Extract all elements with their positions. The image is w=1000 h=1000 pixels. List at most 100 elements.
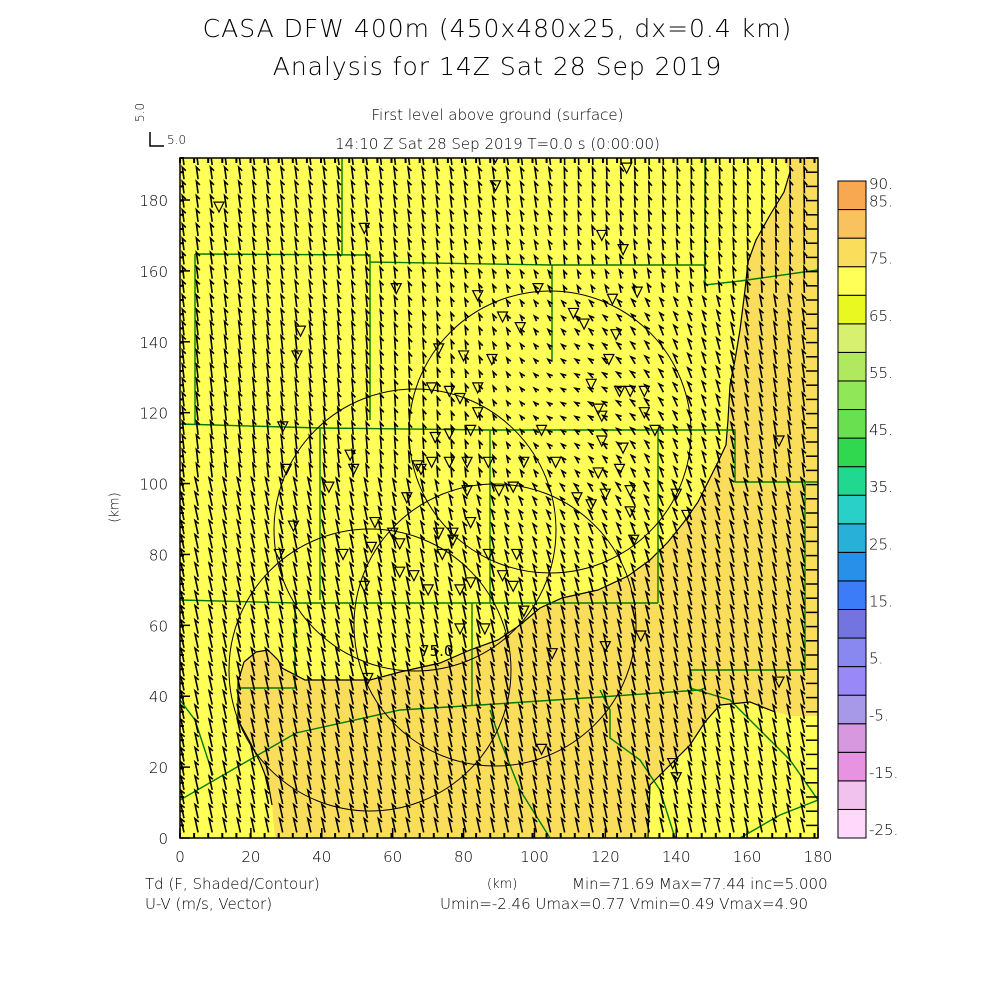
wind-vector <box>491 297 498 308</box>
wind-vector <box>322 278 328 293</box>
wind-vector <box>689 280 695 293</box>
wind-vector <box>630 759 637 776</box>
wind-vector <box>295 158 298 166</box>
wind-vector <box>235 546 242 563</box>
wind-vector <box>588 788 595 805</box>
wind-vector <box>419 717 425 734</box>
wind-vector <box>235 489 242 506</box>
wind-vector <box>772 293 779 308</box>
wind-vector <box>700 519 707 535</box>
wind-vector <box>195 278 201 293</box>
wind-vector <box>235 731 242 748</box>
wind-vector <box>180 731 186 748</box>
wind-vector <box>464 324 470 336</box>
wind-vector <box>209 461 215 478</box>
wind-vector <box>732 207 738 222</box>
wind-vector <box>771 518 778 535</box>
wind-vector <box>391 547 397 563</box>
wind-vector <box>379 308 385 322</box>
wind-vector <box>503 604 510 620</box>
wind-vector <box>573 522 580 535</box>
wind-vector <box>306 816 313 833</box>
time-subtitle: 14:10 Z Sat 28 Sep 2019 T=0.0 s (0:00:00… <box>335 135 660 153</box>
wind-vector <box>294 235 300 251</box>
wind-vector <box>489 632 496 648</box>
wind-vector <box>700 407 707 421</box>
wind-vector <box>292 575 299 592</box>
wind-vector <box>491 194 497 208</box>
wind-vector <box>363 476 369 492</box>
wind-vector <box>449 266 455 279</box>
wind-vector <box>436 337 442 350</box>
wind-vector <box>265 418 271 435</box>
wind-vector <box>294 292 300 308</box>
wind-vector <box>590 268 596 279</box>
wind-vector <box>336 207 342 222</box>
wind-vector <box>376 702 383 719</box>
wind-vector <box>505 356 512 364</box>
wind-vector <box>336 433 342 450</box>
wind-vector <box>602 298 609 308</box>
wind-vector <box>758 462 765 478</box>
wind-vector <box>799 731 806 748</box>
wind-vector <box>235 589 242 606</box>
wind-vector <box>757 504 764 521</box>
wind-vector <box>743 631 750 648</box>
wind-vector <box>560 299 567 308</box>
wind-vector <box>658 759 665 776</box>
wind-vector <box>450 409 456 421</box>
wind-vector <box>573 442 581 450</box>
wind-vector <box>785 646 792 663</box>
wind-vector <box>657 338 665 350</box>
wind-vector <box>616 802 623 819</box>
wind-vector <box>336 264 342 279</box>
wind-vector <box>546 688 552 705</box>
wind-vector <box>223 250 229 265</box>
wind-vector <box>574 646 581 663</box>
wind-vector <box>308 278 314 293</box>
wind-vector <box>477 311 484 322</box>
wind-vector <box>362 631 369 648</box>
wind-vector <box>450 451 456 464</box>
wind-vector <box>605 194 611 208</box>
wind-vector <box>278 518 285 535</box>
wind-vector <box>560 618 566 634</box>
wind-vector <box>306 745 313 762</box>
wind-vector <box>690 179 695 194</box>
wind-vector <box>349 532 355 549</box>
wind-vector <box>573 372 581 379</box>
wind-vector <box>320 561 327 577</box>
station-triangle-marker <box>471 290 484 303</box>
wind-vector <box>563 165 569 180</box>
wind-vector <box>772 334 779 350</box>
wind-vector <box>379 448 385 464</box>
wind-vector <box>657 438 665 450</box>
wind-vector <box>348 745 355 762</box>
wind-vector <box>221 731 228 748</box>
wind-vector <box>180 745 186 762</box>
wind-vector <box>672 632 679 648</box>
wind-vector <box>701 321 707 336</box>
wind-vector <box>715 294 722 308</box>
wind-vector <box>587 342 595 351</box>
wind-vector <box>223 164 229 180</box>
wind-vector <box>644 688 651 705</box>
wind-vector <box>629 325 637 336</box>
wind-vector <box>435 165 441 180</box>
wind-vector <box>799 745 806 762</box>
wind-vector <box>433 603 440 620</box>
wind-vector <box>686 589 693 606</box>
wind-vector <box>180 703 186 719</box>
wind-vector <box>223 193 229 208</box>
wind-vector <box>532 372 540 379</box>
wind-vector <box>235 575 242 592</box>
wind-vector <box>532 717 538 734</box>
wind-vector <box>461 660 468 677</box>
wind-vector <box>787 405 793 421</box>
wind-vector <box>505 223 511 237</box>
wind-vector <box>758 307 765 322</box>
wind-vector <box>181 333 187 350</box>
wind-vector <box>689 251 695 265</box>
wind-vector <box>320 688 327 705</box>
wind-vector <box>449 179 455 194</box>
